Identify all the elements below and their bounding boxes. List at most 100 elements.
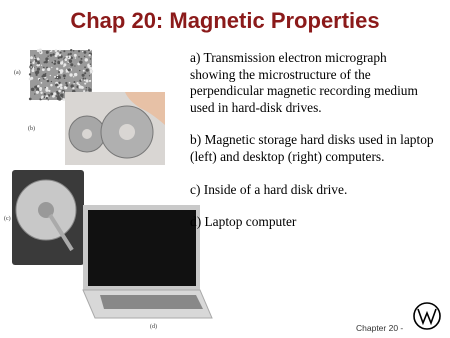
micrograph-texture — [28, 48, 94, 101]
grain — [40, 64, 43, 66]
grain — [73, 81, 76, 83]
grain — [89, 66, 93, 70]
grain — [57, 60, 60, 63]
grain — [51, 61, 54, 64]
grain — [65, 84, 69, 87]
grain — [56, 67, 59, 71]
grain — [63, 85, 68, 90]
grain — [51, 66, 53, 69]
grain — [45, 57, 49, 61]
grain — [67, 68, 71, 72]
description: d) Laptop computer — [190, 214, 297, 230]
grain — [30, 56, 33, 60]
grain — [78, 56, 80, 58]
grain — [50, 80, 53, 83]
grain — [35, 90, 39, 94]
disk-hole — [119, 124, 135, 140]
grain — [57, 97, 62, 101]
grain — [56, 92, 60, 95]
grain — [59, 51, 62, 54]
grain — [90, 72, 92, 74]
grain — [43, 66, 45, 69]
hand — [125, 92, 165, 125]
grain — [88, 75, 91, 77]
grain — [48, 89, 51, 92]
grain — [40, 91, 43, 95]
grain — [53, 92, 57, 96]
grain — [85, 79, 89, 83]
grain — [28, 73, 32, 76]
grain — [37, 84, 40, 88]
grain — [36, 57, 40, 61]
grain — [37, 61, 40, 65]
grain — [41, 95, 44, 99]
grain — [34, 71, 38, 75]
grain — [57, 56, 60, 60]
grain — [34, 93, 36, 95]
grain — [56, 85, 59, 88]
grain — [34, 85, 38, 89]
laptop-screen — [88, 210, 196, 286]
grain — [44, 87, 47, 89]
grain — [50, 50, 53, 52]
grain — [41, 68, 45, 72]
grain — [70, 84, 74, 88]
grain — [84, 82, 87, 85]
grain — [88, 88, 92, 92]
grain — [52, 53, 55, 56]
grain — [44, 60, 48, 64]
grain — [83, 90, 86, 93]
grain — [82, 69, 85, 72]
grain — [31, 69, 35, 73]
grain — [62, 74, 66, 78]
grain — [64, 58, 68, 62]
grain — [43, 93, 46, 96]
grain — [67, 56, 70, 58]
grain — [84, 66, 86, 69]
grain — [30, 87, 35, 92]
grain — [28, 77, 32, 81]
grain — [58, 89, 61, 93]
grain — [62, 98, 66, 101]
grain — [56, 74, 59, 77]
grain — [88, 87, 90, 89]
grain — [84, 58, 89, 62]
grain — [85, 86, 88, 89]
grain — [51, 94, 55, 98]
grain — [73, 83, 75, 85]
grain — [36, 67, 40, 71]
grain — [88, 79, 92, 83]
grain — [38, 79, 41, 81]
grain — [53, 62, 56, 65]
grain — [74, 65, 76, 67]
grain — [59, 69, 62, 72]
spindle — [38, 202, 54, 218]
grain — [45, 96, 48, 100]
grain — [68, 59, 73, 63]
grain — [45, 88, 49, 92]
grain — [85, 68, 89, 72]
grain — [30, 61, 32, 64]
grain — [83, 55, 86, 58]
grain — [46, 78, 48, 81]
grain — [89, 49, 92, 51]
image-label: (c) — [4, 215, 11, 222]
grain — [70, 48, 73, 52]
grain — [50, 92, 54, 96]
grain — [55, 83, 59, 87]
grain — [58, 81, 61, 85]
grain — [60, 61, 64, 65]
grain — [82, 50, 84, 53]
grain — [89, 63, 92, 66]
publisher-logo-mark — [417, 308, 437, 326]
image-label: (d) — [150, 323, 157, 330]
grain — [65, 71, 68, 73]
grain — [63, 63, 67, 67]
grain — [54, 49, 58, 52]
grain — [63, 50, 66, 53]
grain — [58, 85, 61, 88]
grain — [56, 76, 59, 79]
grain — [69, 52, 72, 56]
grain — [53, 75, 57, 78]
grain — [58, 54, 62, 57]
